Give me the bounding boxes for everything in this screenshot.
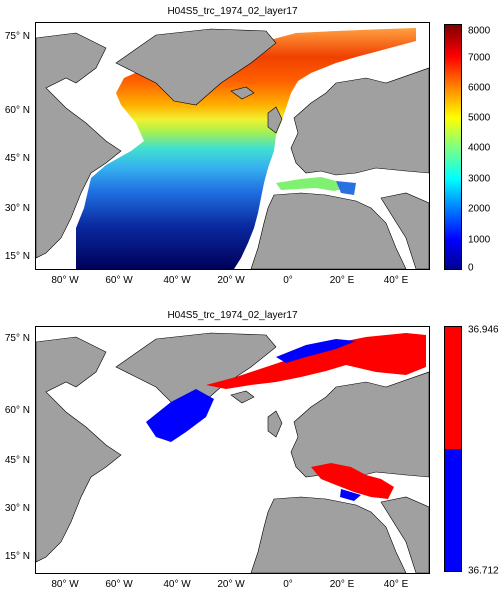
- top-colorbar-tick-5000: 5000: [468, 112, 491, 124]
- bottom-iceland: [230, 390, 255, 404]
- bottom-map-svg: [36, 332, 429, 573]
- top-lon-label-20w: 20° W: [217, 275, 245, 286]
- bottom-colorbar-top-label: 36.946: [468, 324, 499, 336]
- bottom-lon-label-20w: 20° W: [217, 579, 245, 590]
- top-map-title: H04S5_trc_1974_02_layer17: [167, 6, 298, 17]
- top-lon-label-80w: 80° W: [51, 275, 79, 286]
- top-colorbar-tick-0: 0: [468, 262, 474, 274]
- top-lon-label-60w: 60° W: [105, 275, 133, 286]
- bottom-low-nordic-fringe: [276, 339, 356, 363]
- top-lon-label-40e: 40° E: [383, 275, 409, 286]
- top-colorbar-tick-1000: 1000: [468, 234, 491, 246]
- top-iceland: [230, 86, 255, 100]
- top-mediterranean-field: [276, 177, 346, 191]
- bottom-north-america: [36, 336, 122, 563]
- top-greenland: [115, 28, 277, 106]
- top-north-america: [36, 32, 122, 259]
- top-lon-label-0: 0°: [283, 275, 293, 286]
- top-lon-label-20e: 20° E: [329, 275, 355, 286]
- bottom-lat-label-60: 60° N: [4, 405, 30, 416]
- bottom-lat-label-45: 45° N: [4, 455, 30, 466]
- top-lon-label-40w: 40° W: [163, 275, 191, 286]
- top-lat-label-60: 60° N: [4, 105, 30, 116]
- bottom-map-panel: H04S5_trc_1974_02_layer17 75° N 60° N: [0, 300, 500, 600]
- top-british-isles: [267, 106, 283, 134]
- top-lat-label-75: 75° N: [4, 31, 30, 42]
- bottom-eurasia: [290, 371, 429, 480]
- top-colorbar-tick-3000: 3000: [468, 173, 491, 185]
- bottom-colorbar: [444, 326, 462, 572]
- bottom-low-labrador-region: [146, 389, 214, 442]
- top-africa: [250, 192, 407, 269]
- bottom-lat-label-15: 15° N: [4, 551, 30, 562]
- bottom-lon-label-40e: 40° E: [383, 579, 409, 590]
- top-lat-label-15: 15° N: [4, 251, 30, 262]
- bottom-high-mediterranean-region: [311, 463, 394, 499]
- top-colorbar-tick-4000: 4000: [468, 142, 491, 154]
- top-lat-label-45: 45° N: [4, 153, 30, 164]
- bottom-lon-label-0: 0°: [283, 579, 293, 590]
- top-arabia: [380, 192, 429, 269]
- bottom-lon-label-40w: 40° W: [163, 579, 191, 590]
- bottom-lon-label-80w: 80° W: [51, 579, 79, 590]
- top-colorbar-tick-2000: 2000: [468, 203, 491, 215]
- bottom-low-med-fringe: [340, 489, 361, 501]
- bottom-map-area: [35, 326, 430, 574]
- bottom-lat-label-30: 30° N: [4, 503, 30, 514]
- top-colorbar: [444, 24, 462, 270]
- bottom-map-title: H04S5_trc_1974_02_layer17: [167, 310, 298, 321]
- bottom-lon-label-20e: 20° E: [329, 579, 355, 590]
- top-eurasia: [290, 67, 429, 176]
- top-lat-label-30: 30° N: [4, 203, 30, 214]
- top-colorbar-tick-8000: 8000: [468, 25, 491, 37]
- bottom-africa: [250, 496, 407, 573]
- bottom-colorbar-bottom-label: 36.712: [468, 565, 499, 577]
- top-map-area: [35, 22, 430, 270]
- bottom-lon-label-60w: 60° W: [105, 579, 133, 590]
- top-colorbar-tick-6000: 6000: [468, 82, 491, 94]
- bottom-british-isles: [267, 410, 283, 438]
- top-colorbar-tick-7000: 7000: [468, 52, 491, 64]
- top-map-panel: H04S5_trc_1974_02_layer17: [4, 6, 491, 286]
- bottom-high-nordic-region: [206, 333, 426, 389]
- bottom-arabia: [380, 496, 429, 573]
- top-map-svg: [36, 28, 429, 269]
- bottom-lat-label-75: 75° N: [4, 333, 30, 344]
- top-east-med-field: [336, 181, 356, 195]
